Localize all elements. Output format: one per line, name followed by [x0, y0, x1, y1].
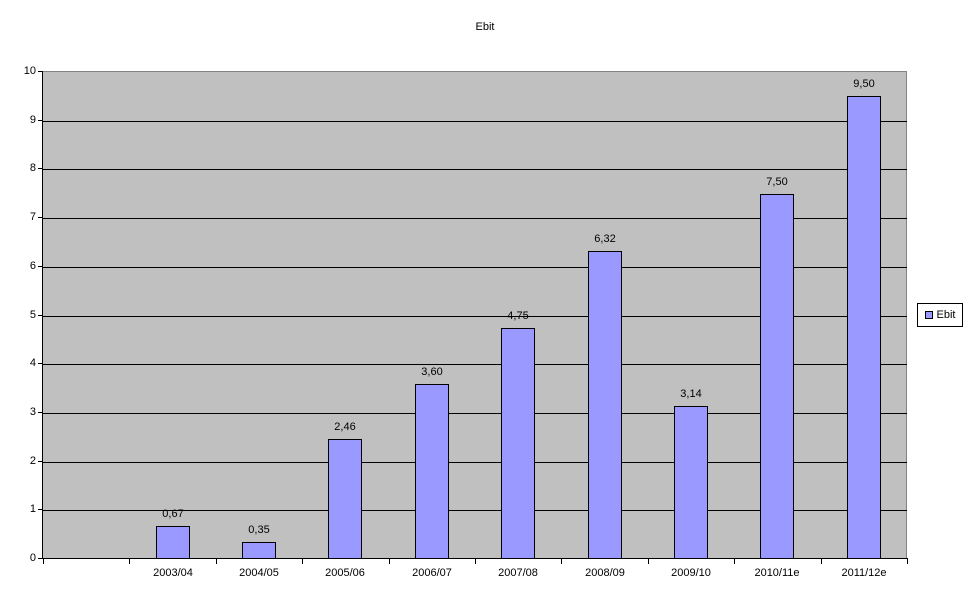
bar-value-label-2010-11e: 7,50 — [766, 176, 788, 188]
plot-area — [43, 71, 907, 559]
x-axis-label-2005-06: 2005/06 — [325, 567, 365, 579]
x-axis-tick — [821, 559, 822, 564]
y-axis-tick — [38, 412, 43, 413]
y-axis-tick — [38, 217, 43, 218]
gridline — [43, 413, 907, 414]
y-axis-tick — [38, 266, 43, 267]
y-axis-label: 1 — [29, 503, 36, 515]
y-axis-label: 10 — [23, 65, 36, 77]
y-axis-tick — [38, 71, 43, 72]
y-axis-tick — [38, 461, 43, 462]
x-axis-label-2009-10: 2009/10 — [671, 567, 711, 579]
gridline — [43, 364, 907, 365]
bar-value-label-2009-10: 3,14 — [680, 388, 702, 400]
y-axis-label: 2 — [29, 455, 36, 467]
y-axis-label: 3 — [29, 406, 36, 418]
bar-value-label-2004-05: 0,35 — [248, 524, 270, 536]
bar-2008-09 — [588, 251, 622, 559]
x-axis-tick — [475, 559, 476, 564]
y-axis-label: 4 — [29, 357, 36, 369]
legend-swatch-ebit-icon — [924, 311, 933, 319]
bar-2010-11e — [760, 194, 794, 559]
chart-title: Ebit — [475, 21, 495, 33]
x-axis-tick — [129, 559, 130, 564]
gridline — [43, 218, 907, 219]
bar-value-label-2003-04: 0,67 — [162, 508, 184, 520]
y-axis-label: 7 — [29, 211, 36, 223]
bar-value-label-2011-12e: 9,50 — [853, 78, 875, 90]
x-axis-label-2003-04: 2003/04 — [153, 567, 193, 579]
x-axis-label-2004-05: 2004/05 — [239, 567, 279, 579]
legend-label: Ebit — [936, 309, 956, 321]
bar-value-label-2005-06: 2,46 — [334, 421, 356, 433]
bar-value-label-2007-08: 4,75 — [507, 310, 529, 322]
bar-2006-07 — [415, 384, 449, 559]
gridline — [43, 169, 907, 170]
x-axis-tick — [302, 559, 303, 564]
y-axis-tick — [38, 558, 43, 559]
y-axis-tick — [38, 168, 43, 169]
gridline — [43, 510, 907, 511]
x-axis-label-2011-12e: 2011/12e — [841, 567, 887, 579]
bar-2004-05 — [242, 542, 276, 559]
x-axis-tick — [907, 559, 908, 564]
x-axis-label-2007-08: 2007/08 — [498, 567, 538, 579]
y-axis-label: 6 — [29, 260, 36, 272]
x-axis-line — [43, 558, 908, 559]
gridline — [43, 462, 907, 463]
bar-2009-10 — [674, 406, 708, 559]
gridline — [43, 316, 907, 317]
x-axis-tick — [43, 559, 44, 564]
bar-2007-08 — [501, 328, 535, 559]
x-axis-tick — [216, 559, 217, 564]
bar-value-label-2008-09: 6,32 — [594, 233, 616, 245]
y-axis-tick — [38, 315, 43, 316]
gridline — [43, 121, 907, 122]
bar-2005-06 — [328, 439, 362, 559]
bar-2003-04 — [156, 526, 190, 559]
y-axis-label: 8 — [29, 162, 36, 174]
x-axis-tick — [648, 559, 649, 564]
x-axis-label-2010-11e: 2010/11e — [754, 567, 800, 579]
x-axis-label-2008-09: 2008/09 — [585, 567, 625, 579]
y-axis-tick — [38, 120, 43, 121]
x-axis-tick — [389, 559, 390, 564]
bar-2011-12e — [847, 96, 881, 559]
y-axis-label: 5 — [29, 309, 36, 321]
y-axis-label: 0 — [29, 552, 36, 564]
y-axis-tick — [38, 509, 43, 510]
x-axis-label-2006-07: 2006/07 — [412, 567, 452, 579]
bar-value-label-2006-07: 3,60 — [421, 366, 443, 378]
gridline — [43, 267, 907, 268]
x-axis-tick — [734, 559, 735, 564]
y-axis-label: 9 — [29, 114, 36, 126]
legend: Ebit — [917, 303, 963, 327]
y-axis-tick — [38, 363, 43, 364]
x-axis-tick — [561, 559, 562, 564]
